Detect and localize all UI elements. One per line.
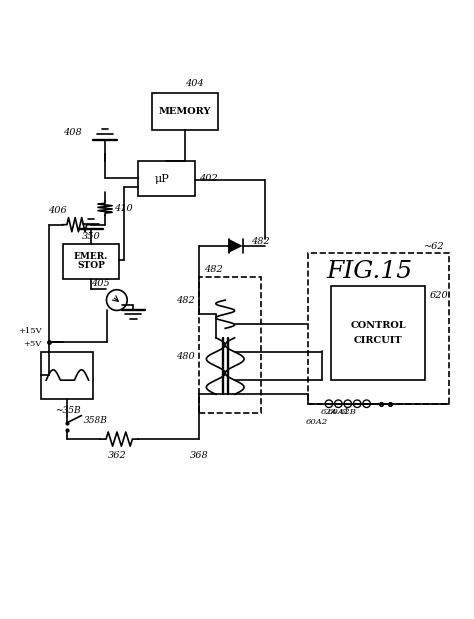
Text: 405: 405 [91, 279, 110, 288]
Text: 404: 404 [185, 79, 204, 88]
Text: 406: 406 [48, 206, 67, 215]
Text: 482: 482 [204, 265, 223, 274]
Text: FIG.15: FIG.15 [326, 261, 412, 284]
Text: 350: 350 [82, 232, 100, 241]
Text: MEMORY: MEMORY [159, 107, 211, 116]
Text: +5V: +5V [23, 340, 41, 348]
Bar [199, 277, 261, 413]
Text: 482: 482 [251, 236, 270, 246]
Text: ~35B: ~35B [55, 406, 80, 415]
Bar [308, 253, 449, 404]
Text: 60A2: 60A2 [306, 418, 328, 426]
Text: 62A: 62A [320, 409, 337, 417]
Text: 620: 620 [430, 291, 449, 300]
Text: 408: 408 [63, 128, 82, 137]
Text: CONTROL: CONTROL [351, 321, 406, 331]
Text: 410: 410 [115, 204, 133, 213]
Text: CIRCUIT: CIRCUIT [354, 335, 403, 345]
Bar [331, 286, 426, 380]
Polygon shape [228, 239, 243, 253]
Text: 358B: 358B [84, 416, 108, 425]
Text: μP: μP [154, 174, 169, 184]
Bar [152, 93, 218, 131]
Text: EMER.: EMER. [74, 252, 108, 261]
Text: 368: 368 [190, 451, 209, 460]
Text: 482: 482 [176, 296, 195, 305]
Text: 362: 362 [108, 451, 126, 460]
Bar [138, 161, 195, 196]
Bar [63, 243, 119, 279]
Text: STOP: STOP [77, 261, 105, 271]
Bar [41, 352, 93, 399]
Text: 402: 402 [199, 174, 218, 183]
Text: 62B: 62B [339, 409, 356, 417]
Text: ~62: ~62 [424, 241, 444, 251]
Text: 480: 480 [176, 352, 195, 361]
Text: +15V: +15V [18, 327, 41, 335]
Text: 60A1: 60A1 [327, 409, 349, 417]
